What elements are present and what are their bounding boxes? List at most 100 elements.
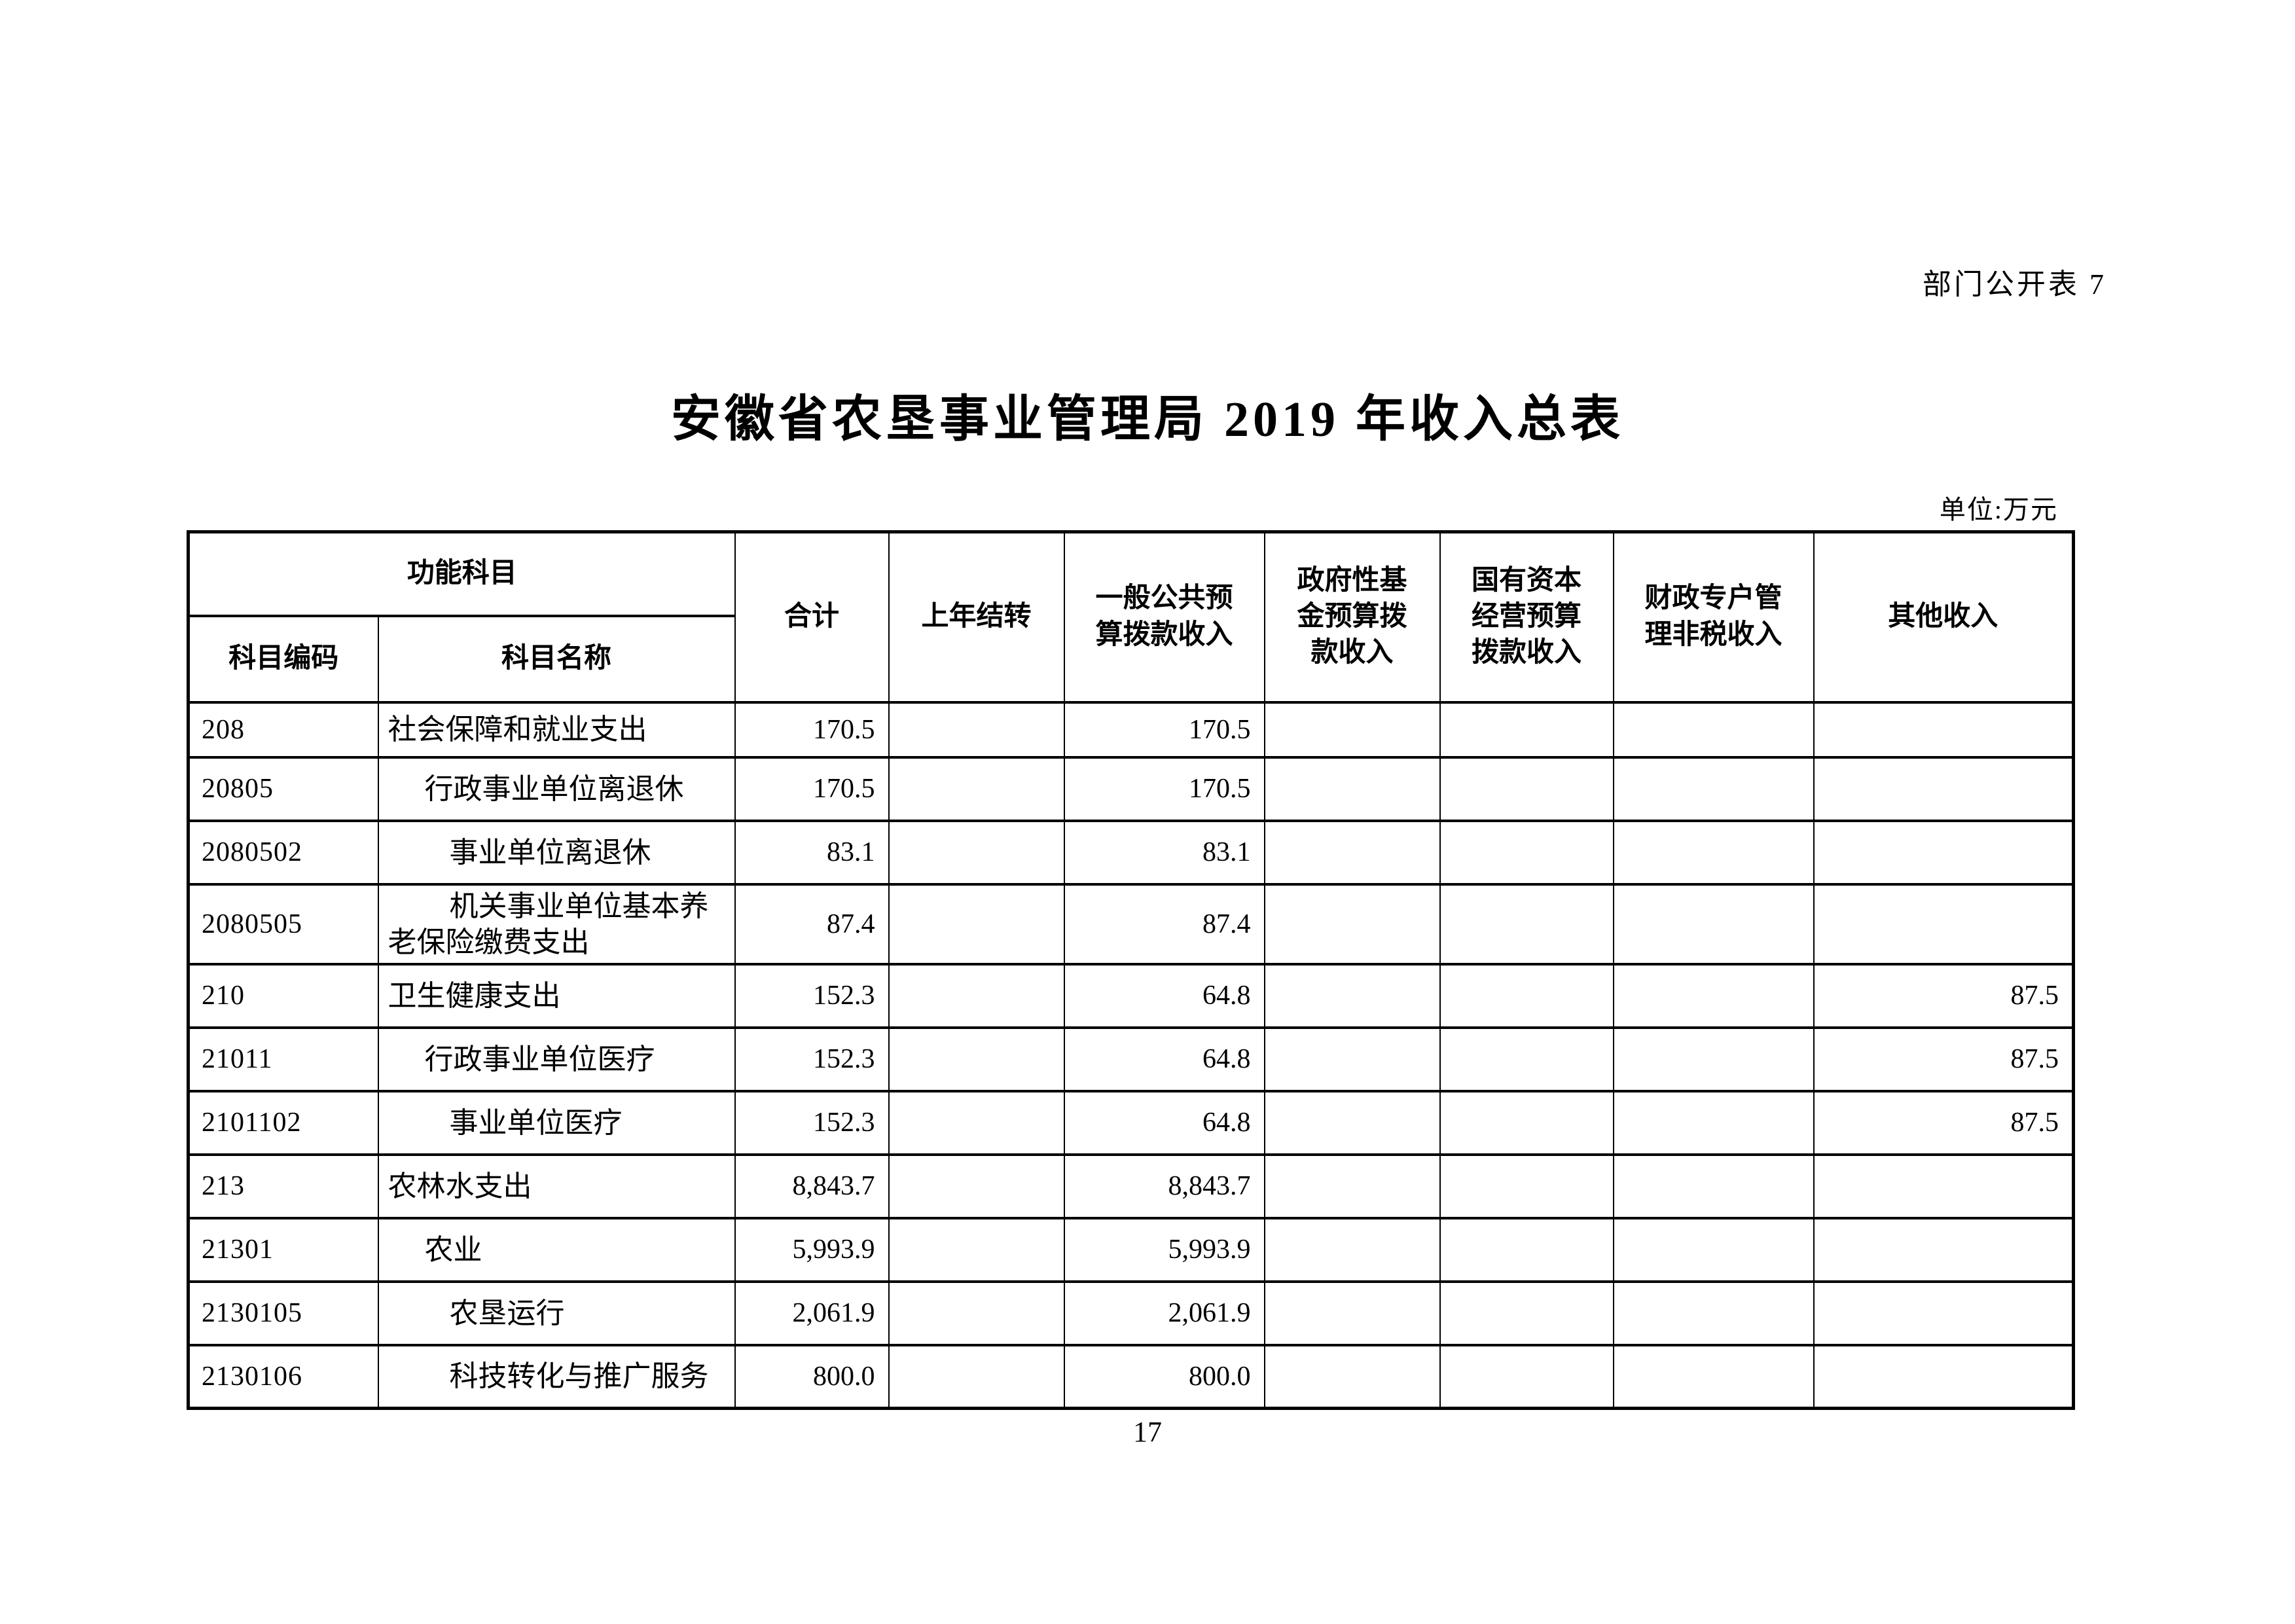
cell-total: 2,061.9 <box>734 1280 890 1346</box>
cell-general: 5,993.9 <box>1063 1216 1265 1283</box>
cell-code: 20805 <box>187 755 379 822</box>
cell-state-capital <box>1439 962 1614 1029</box>
table-row: 2080502 事业单位离退休 83.1 83.1 <box>187 819 2074 886</box>
cell-general: 170.5 <box>1063 755 1265 822</box>
corner-label: 部门公开表 7 <box>1923 268 2106 300</box>
cell-name: 农垦运行 <box>377 1280 736 1346</box>
table-row: 21301 农业 5,993.9 5,993.9 <box>187 1216 2074 1283</box>
cell-gov-fund <box>1263 1089 1441 1156</box>
cell-name: 事业单位离退休 <box>377 819 736 886</box>
cell-name: 行政事业单位医疗 <box>377 1026 736 1092</box>
header-total: 合计 <box>734 530 890 704</box>
cell-state-capital <box>1439 700 1614 759</box>
cell-code: 2130106 <box>187 1343 379 1410</box>
header-function-subject: 功能科目 <box>187 530 736 617</box>
cell-other <box>1813 882 2074 965</box>
cell-name: 事业单位医疗 <box>377 1089 736 1156</box>
table-row: 208 社会保障和就业支出 170.5 170.5 <box>187 700 2074 759</box>
cell-state-capital <box>1439 755 1614 822</box>
cell-gov-fund <box>1263 1280 1441 1346</box>
cell-fiscal <box>1612 962 1815 1029</box>
cell-state-capital <box>1439 882 1614 965</box>
cell-total: 8,843.7 <box>734 1153 890 1219</box>
income-table: 功能科目 合计 上年结转 一般公共预 算拨款收入 政府性基 金预算拨 款收入 国… <box>187 530 2076 1410</box>
cell-general: 800.0 <box>1063 1343 1265 1410</box>
cell-gov-fund <box>1263 1153 1441 1219</box>
cell-state-capital <box>1439 1026 1614 1092</box>
cell-carryover <box>888 1089 1065 1156</box>
table-row: 2130106 科技转化与推广服务 800.0 800.0 <box>187 1343 2074 1410</box>
cell-name: 行政事业单位离退休 <box>377 755 736 822</box>
cell-code: 2101102 <box>187 1089 379 1156</box>
cell-gov-fund <box>1263 1343 1441 1410</box>
cell-general: 64.8 <box>1063 1089 1265 1156</box>
cell-general: 64.8 <box>1063 1026 1265 1092</box>
cell-code: 2130105 <box>187 1280 379 1346</box>
table-row: 2080505 机关事业单位基本养老保险缴费支出 87.4 87.4 <box>187 882 2074 965</box>
table-header: 功能科目 合计 上年结转 一般公共预 算拨款收入 政府性基 金预算拨 款收入 国… <box>187 530 2074 704</box>
cell-other <box>1813 700 2074 759</box>
page-number: 17 <box>1133 1416 1162 1448</box>
cell-name: 农业 <box>377 1216 736 1283</box>
cell-name: 农林水支出 <box>377 1153 736 1219</box>
cell-fiscal <box>1612 700 1815 759</box>
cell-name: 科技转化与推广服务 <box>377 1343 736 1410</box>
cell-carryover <box>888 962 1065 1029</box>
cell-other <box>1813 755 2074 822</box>
cell-carryover <box>888 755 1065 822</box>
cell-other <box>1813 1216 2074 1283</box>
cell-total: 170.5 <box>734 755 890 822</box>
table-row: 2130105 农垦运行 2,061.9 2,061.9 <box>187 1280 2074 1346</box>
cell-fiscal <box>1612 755 1815 822</box>
cell-fiscal <box>1612 1216 1815 1283</box>
cell-fiscal <box>1612 819 1815 886</box>
cell-gov-fund <box>1263 819 1441 886</box>
cell-general: 2,061.9 <box>1063 1280 1265 1346</box>
header-fiscal-account-income: 财政专户管 理非税收入 <box>1612 530 1815 704</box>
cell-total: 83.1 <box>734 819 890 886</box>
table-row: 20805 行政事业单位离退休 170.5 170.5 <box>187 755 2074 822</box>
cell-carryover <box>888 819 1065 886</box>
header-subject-name: 科目名称 <box>377 614 736 704</box>
cell-carryover <box>888 700 1065 759</box>
cell-fiscal <box>1612 1089 1815 1156</box>
cell-other: 87.5 <box>1813 1026 2074 1092</box>
cell-total: 5,993.9 <box>734 1216 890 1283</box>
table-row: 213 农林水支出 8,843.7 8,843.7 <box>187 1153 2074 1219</box>
table-row: 210 卫生健康支出 152.3 64.8 87.5 <box>187 962 2074 1029</box>
cell-gov-fund <box>1263 700 1441 759</box>
cell-code: 21301 <box>187 1216 379 1283</box>
cell-general: 87.4 <box>1063 882 1265 965</box>
cell-state-capital <box>1439 1280 1614 1346</box>
table-row: 2101102 事业单位医疗 152.3 64.8 87.5 <box>187 1089 2074 1156</box>
cell-total: 152.3 <box>734 1089 890 1156</box>
cell-code: 21011 <box>187 1026 379 1092</box>
cell-code: 213 <box>187 1153 379 1219</box>
cell-gov-fund <box>1263 755 1441 822</box>
header-general-public-budget: 一般公共预 算拨款收入 <box>1063 530 1265 704</box>
cell-carryover <box>888 1280 1065 1346</box>
cell-carryover <box>888 1216 1065 1283</box>
header-carryover: 上年结转 <box>888 530 1065 704</box>
cell-gov-fund <box>1263 882 1441 965</box>
cell-total: 152.3 <box>734 962 890 1029</box>
header-state-capital-budget: 国有资本 经营预算 拨款收入 <box>1439 530 1614 704</box>
cell-code: 2080505 <box>187 882 379 965</box>
cell-gov-fund <box>1263 1026 1441 1092</box>
cell-other <box>1813 1280 2074 1346</box>
cell-fiscal <box>1612 1153 1815 1219</box>
cell-name: 社会保障和就业支出 <box>377 700 736 759</box>
cell-carryover <box>888 882 1065 965</box>
cell-other <box>1813 1153 2074 1219</box>
cell-total: 152.3 <box>734 1026 890 1092</box>
cell-state-capital <box>1439 1153 1614 1219</box>
cell-total: 170.5 <box>734 700 890 759</box>
table-body: 208 社会保障和就业支出 170.5 170.5 20805 行政事业单位离退… <box>187 700 2074 1410</box>
header-subject-code: 科目编码 <box>187 614 379 704</box>
cell-other <box>1813 819 2074 886</box>
cell-state-capital <box>1439 819 1614 886</box>
unit-label: 单位:万元 <box>1939 495 2058 524</box>
cell-name: 卫生健康支出 <box>377 962 736 1029</box>
cell-general: 64.8 <box>1063 962 1265 1029</box>
